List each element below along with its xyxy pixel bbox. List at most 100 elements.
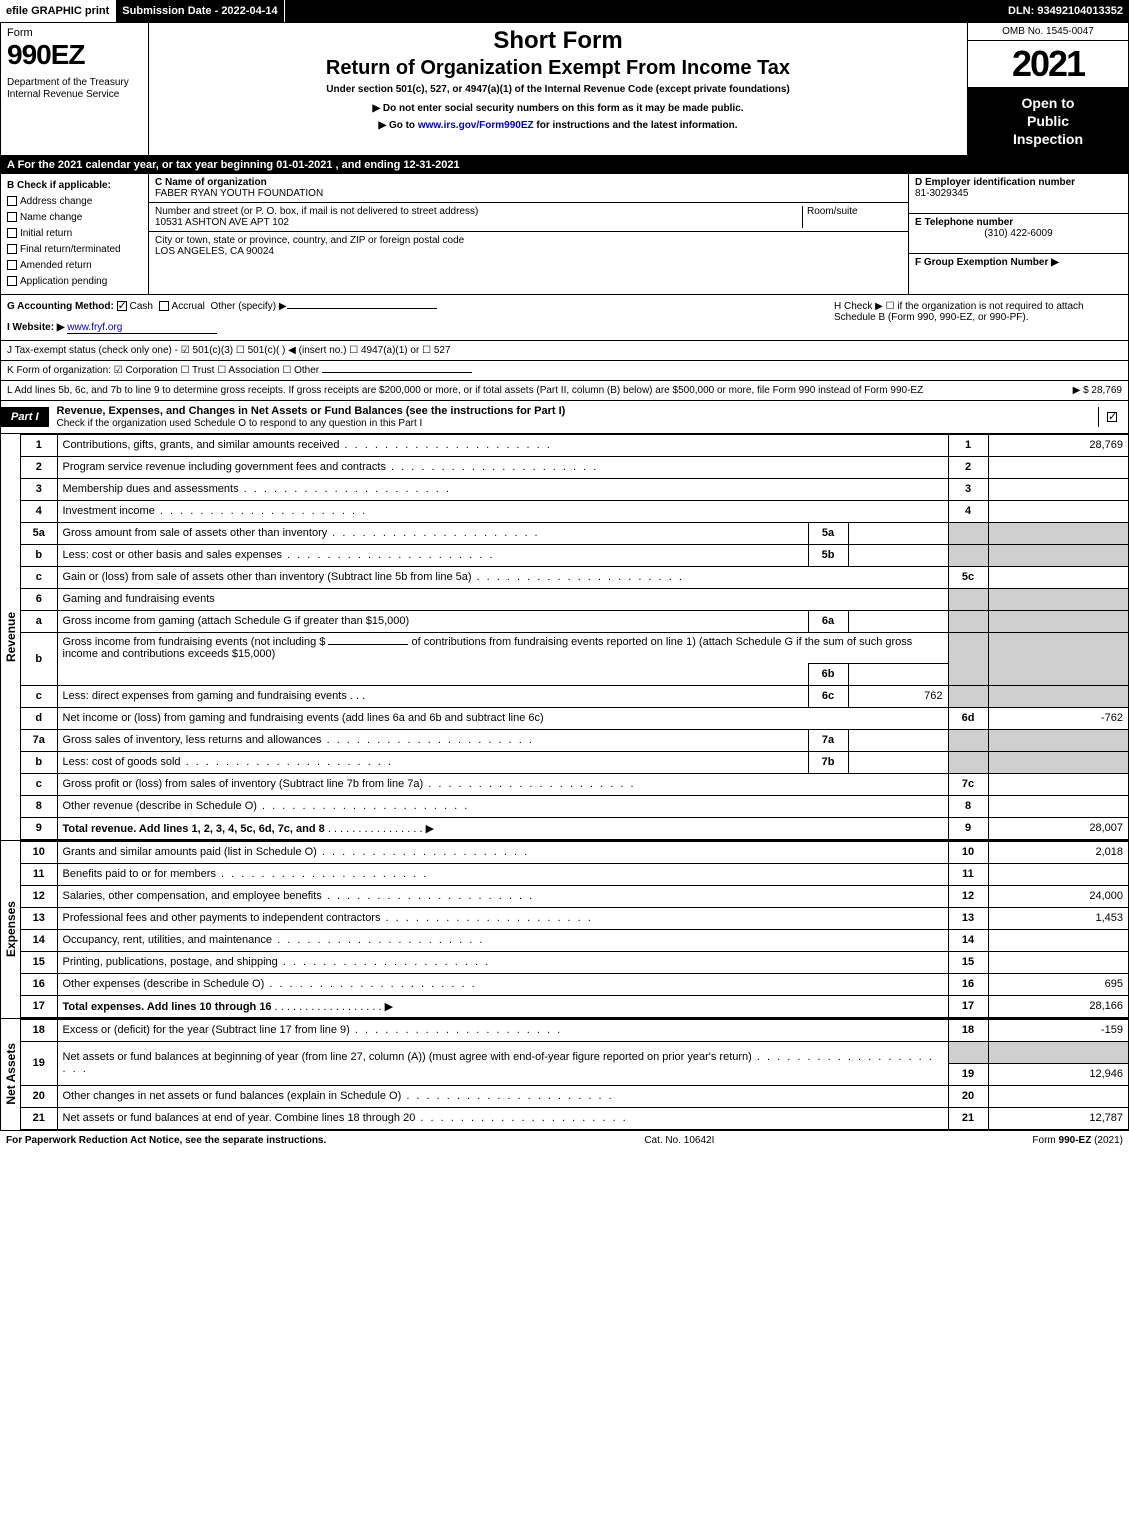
line-6: 6 Gaming and fundraising events xyxy=(21,588,1128,610)
line-5c: c Gain or (loss) from sale of assets oth… xyxy=(21,566,1128,588)
expenses-table: 10 Grants and similar amounts paid (list… xyxy=(21,841,1128,1018)
ein-row: D Employer identification number 81-3029… xyxy=(909,174,1128,214)
line-13: 13 Professional fees and other payments … xyxy=(21,907,1128,929)
section-def: D Employer identification number 81-3029… xyxy=(908,174,1128,294)
expenses-section: Expenses 10 Grants and similar amounts p… xyxy=(1,841,1128,1019)
org-name-row: C Name of organization FABER RYAN YOUTH … xyxy=(149,174,908,203)
line-7b: b Less: cost of goods sold 7b xyxy=(21,751,1128,773)
header-right: OMB No. 1545-0047 2021 Open to Public In… xyxy=(968,23,1128,155)
section-c: C Name of organization FABER RYAN YOUTH … xyxy=(149,174,908,294)
row-l: L Add lines 5b, 6c, and 7b to line 9 to … xyxy=(1,381,1128,401)
line-17: 17 Total expenses. Add lines 10 through … xyxy=(21,995,1128,1017)
inspection-badge: Open to Public Inspection xyxy=(968,88,1128,155)
row-k: K Form of organization: ☑ Corporation ☐ … xyxy=(1,361,1128,381)
irs-link[interactable]: www.irs.gov/Form990EZ xyxy=(418,120,534,131)
k-other-input[interactable] xyxy=(322,372,472,373)
revenue-section: Revenue 1 Contributions, gifts, grants, … xyxy=(1,434,1128,841)
g-cash-checkbox[interactable] xyxy=(117,301,127,311)
b-initial-return[interactable]: Initial return xyxy=(7,226,142,242)
line-18: 18 Excess or (deficit) for the year (Sub… xyxy=(21,1019,1128,1041)
line-16: 16 Other expenses (describe in Schedule … xyxy=(21,973,1128,995)
header-left: Form 990EZ Department of the Treasury In… xyxy=(1,23,149,155)
b-application-pending[interactable]: Application pending xyxy=(7,274,142,290)
revenue-side-label: Revenue xyxy=(1,434,21,840)
b-amended-return[interactable]: Amended return xyxy=(7,258,142,274)
section-bcdef: B Check if applicable: Address change Na… xyxy=(1,174,1128,295)
footer-right: Form 990-EZ (2021) xyxy=(1032,1135,1123,1146)
form-word: Form xyxy=(7,27,142,39)
line-6c: c Less: direct expenses from gaming and … xyxy=(21,685,1128,707)
g-accrual-checkbox[interactable] xyxy=(159,301,169,311)
line-6d: d Net income or (loss) from gaming and f… xyxy=(21,707,1128,729)
short-form-title: Short Form xyxy=(155,27,961,55)
street-row: Number and street (or P. O. box, if mail… xyxy=(149,203,908,232)
phone-label: E Telephone number xyxy=(915,217,1122,228)
part-1-title: Revenue, Expenses, and Changes in Net As… xyxy=(49,401,1098,433)
line-11: 11 Benefits paid to or for members 11 xyxy=(21,863,1128,885)
l-amount: ▶ $ 28,769 xyxy=(1073,385,1122,396)
row-g: G Accounting Method: Cash Accrual Other … xyxy=(1,295,828,340)
line-6a: a Gross income from gaming (attach Sched… xyxy=(21,610,1128,632)
line-12: 12 Salaries, other compensation, and emp… xyxy=(21,885,1128,907)
ssn-warning: ▶ Do not enter social security numbers o… xyxy=(155,103,961,114)
row-gh: G Accounting Method: Cash Accrual Other … xyxy=(1,295,1128,341)
street-label: Number and street (or P. O. box, if mail… xyxy=(155,206,802,217)
group-exemption-row: F Group Exemption Number ▶ xyxy=(909,254,1128,293)
city-label: City or town, state or province, country… xyxy=(155,235,464,246)
line-6b: b Gross income from fundraising events (… xyxy=(21,632,1128,663)
dln: DLN: 93492104013352 xyxy=(1002,0,1129,22)
footer-center: Cat. No. 10642I xyxy=(644,1135,714,1146)
line-14: 14 Occupancy, rent, utilities, and maint… xyxy=(21,929,1128,951)
line-5b: b Less: cost or other basis and sales ex… xyxy=(21,544,1128,566)
line-1: 1 Contributions, gifts, grants, and simi… xyxy=(21,434,1128,456)
net-assets-section: Net Assets 18 Excess or (deficit) for th… xyxy=(1,1019,1128,1130)
form-container: Form 990EZ Department of the Treasury In… xyxy=(0,22,1129,1131)
form-title: Return of Organization Exempt From Incom… xyxy=(155,57,961,80)
top-bar: efile GRAPHIC print Submission Date - 20… xyxy=(0,0,1129,22)
row-a-calendar-year: A For the 2021 calendar year, or tax yea… xyxy=(1,156,1128,174)
line-10: 10 Grants and similar amounts paid (list… xyxy=(21,841,1128,863)
b-name-change[interactable]: Name change xyxy=(7,210,142,226)
website-link[interactable]: www.fryf.org xyxy=(67,322,217,334)
b-label: B Check if applicable: xyxy=(7,178,142,194)
header-center: Short Form Return of Organization Exempt… xyxy=(149,23,968,155)
part-1-schedule-o-checkbox[interactable] xyxy=(1098,407,1128,427)
line-2: 2 Program service revenue including gove… xyxy=(21,456,1128,478)
page-footer: For Paperwork Reduction Act Notice, see … xyxy=(0,1131,1129,1150)
line-20: 20 Other changes in net assets or fund b… xyxy=(21,1085,1128,1107)
section-b: B Check if applicable: Address change Na… xyxy=(1,174,149,294)
revenue-table: 1 Contributions, gifts, grants, and simi… xyxy=(21,434,1128,840)
ein-label: D Employer identification number xyxy=(915,177,1122,188)
net-assets-side-label: Net Assets xyxy=(1,1019,21,1130)
b-final-return[interactable]: Final return/terminated xyxy=(7,242,142,258)
line-5a: 5a Gross amount from sale of assets othe… xyxy=(21,522,1128,544)
line-7c: c Gross profit or (loss) from sales of i… xyxy=(21,773,1128,795)
phone-value: (310) 422-6009 xyxy=(915,228,1122,239)
line-7a: 7a Gross sales of inventory, less return… xyxy=(21,729,1128,751)
omb-number: OMB No. 1545-0047 xyxy=(968,23,1128,41)
6b-contributions-input[interactable] xyxy=(328,644,408,645)
i-label: I Website: ▶ xyxy=(7,322,65,333)
city-value: LOS ANGELES, CA 90024 xyxy=(155,246,464,257)
instructions-link[interactable]: ▶ Go to www.irs.gov/Form990EZ for instru… xyxy=(155,120,961,131)
phone-row: E Telephone number (310) 422-6009 xyxy=(909,214,1128,254)
line-9: 9 Total revenue. Add lines 1, 2, 3, 4, 5… xyxy=(21,817,1128,839)
department: Department of the Treasury Internal Reve… xyxy=(7,77,142,101)
form-header: Form 990EZ Department of the Treasury In… xyxy=(1,23,1128,156)
city-row: City or town, state or province, country… xyxy=(149,232,908,260)
form-subtitle: Under section 501(c), 527, or 4947(a)(1)… xyxy=(155,84,961,95)
g-other-input[interactable] xyxy=(287,308,437,309)
efile-label[interactable]: efile GRAPHIC print xyxy=(0,0,116,22)
b-address-change[interactable]: Address change xyxy=(7,194,142,210)
line-21: 21 Net assets or fund balances at end of… xyxy=(21,1107,1128,1129)
g-label: G Accounting Method: xyxy=(7,301,114,312)
ein-value: 81-3029345 xyxy=(915,188,1122,199)
tax-year: 2021 xyxy=(968,41,1128,88)
org-name: FABER RYAN YOUTH FOUNDATION xyxy=(155,188,902,199)
l-text: L Add lines 5b, 6c, and 7b to line 9 to … xyxy=(7,385,1073,396)
submission-date: Submission Date - 2022-04-14 xyxy=(116,0,284,22)
row-h: H Check ▶ ☐ if the organization is not r… xyxy=(828,295,1128,340)
net-assets-table: 18 Excess or (deficit) for the year (Sub… xyxy=(21,1019,1128,1130)
line-4: 4 Investment income 4 xyxy=(21,500,1128,522)
part-1-header: Part I Revenue, Expenses, and Changes in… xyxy=(1,401,1128,434)
